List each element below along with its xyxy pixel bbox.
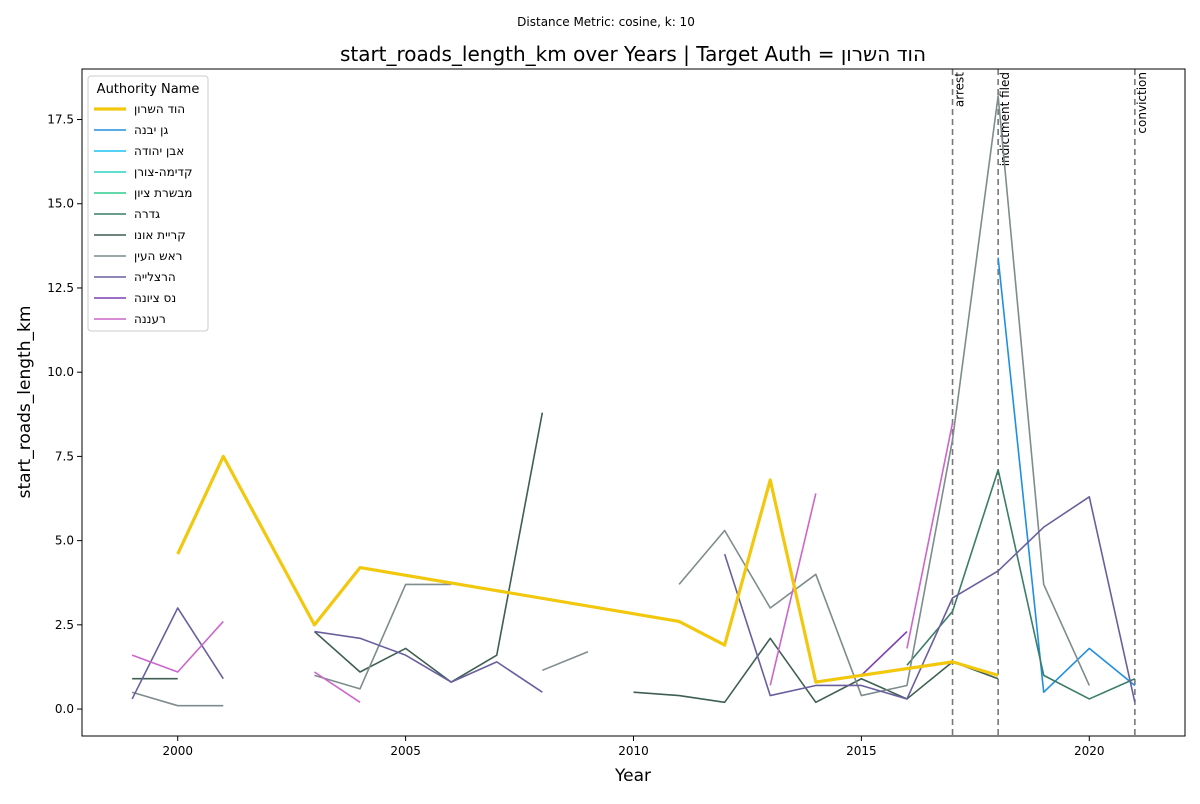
series-lines — [131, 95, 1136, 707]
series-line — [906, 469, 1136, 700]
x-tick-label: 2000 — [162, 744, 193, 758]
y-tick-label: 10.0 — [47, 365, 74, 379]
legend-label: גן יבנה — [134, 123, 168, 137]
y-tick-label: 7.5 — [55, 449, 74, 463]
series-line — [131, 422, 954, 703]
legend-label: קריית אונו — [134, 228, 186, 242]
y-tick-label: 17.5 — [47, 113, 74, 127]
series-line — [131, 95, 1091, 707]
legend-items: הוד השרון גן יבנה אבן יהודה קדימה-צורן מבשרת… — [94, 102, 193, 326]
y-axis: 0.0 2.5 5.0 7.5 10.0 12.5 15.0 17.5 — [47, 113, 82, 716]
legend-label: רעננה — [134, 312, 166, 326]
legend-label: גדרה — [134, 207, 160, 221]
event-markers: arrest indictment filed conviction — [951, 69, 1149, 736]
y-tick-label: 0.0 — [55, 702, 74, 716]
legend-label: מבשרת ציון — [134, 186, 192, 200]
y-tick-label: 5.0 — [55, 534, 74, 548]
series-line — [131, 496, 1136, 703]
y-axis-label: start_roads_length_km — [15, 306, 35, 499]
y-tick-label: 15.0 — [47, 197, 74, 211]
legend-label: נס ציונה — [134, 291, 176, 305]
x-tick-label: 2010 — [618, 744, 649, 758]
x-tick-label: 2015 — [846, 744, 877, 758]
event-label: arrest — [953, 72, 967, 107]
series-line — [176, 454, 999, 684]
series-line — [997, 257, 1136, 694]
legend-label: הוד השרון — [134, 102, 185, 116]
event-label: indictment filed — [998, 72, 1012, 166]
legend-label: אבן יהודה — [134, 144, 184, 158]
x-axis: 2000 2005 2010 2015 2020 — [162, 736, 1105, 758]
legend-title: Authority Name — [97, 82, 200, 97]
legend-label: ראש העין — [134, 249, 182, 263]
x-axis-label: Year — [614, 766, 651, 786]
chart-title: start_roads_length_km over Years | Targe… — [340, 42, 926, 66]
event-label: conviction — [1135, 72, 1149, 134]
legend-label: הרצלייה — [134, 270, 176, 284]
chart-suptitle: Distance Metric: cosine, k: 10 — [517, 15, 695, 29]
series-line — [860, 630, 908, 676]
legend-label: קדימה-צורן — [134, 165, 193, 179]
x-tick-label: 2020 — [1074, 744, 1105, 758]
series-line — [132, 412, 999, 704]
legend: Authority Name הוד השרון גן יבנה אבן יהודה… — [87, 75, 209, 332]
legend-box — [87, 75, 209, 332]
y-tick-label: 2.5 — [55, 618, 74, 632]
x-tick-label: 2005 — [390, 744, 421, 758]
y-tick-label: 12.5 — [47, 281, 74, 295]
